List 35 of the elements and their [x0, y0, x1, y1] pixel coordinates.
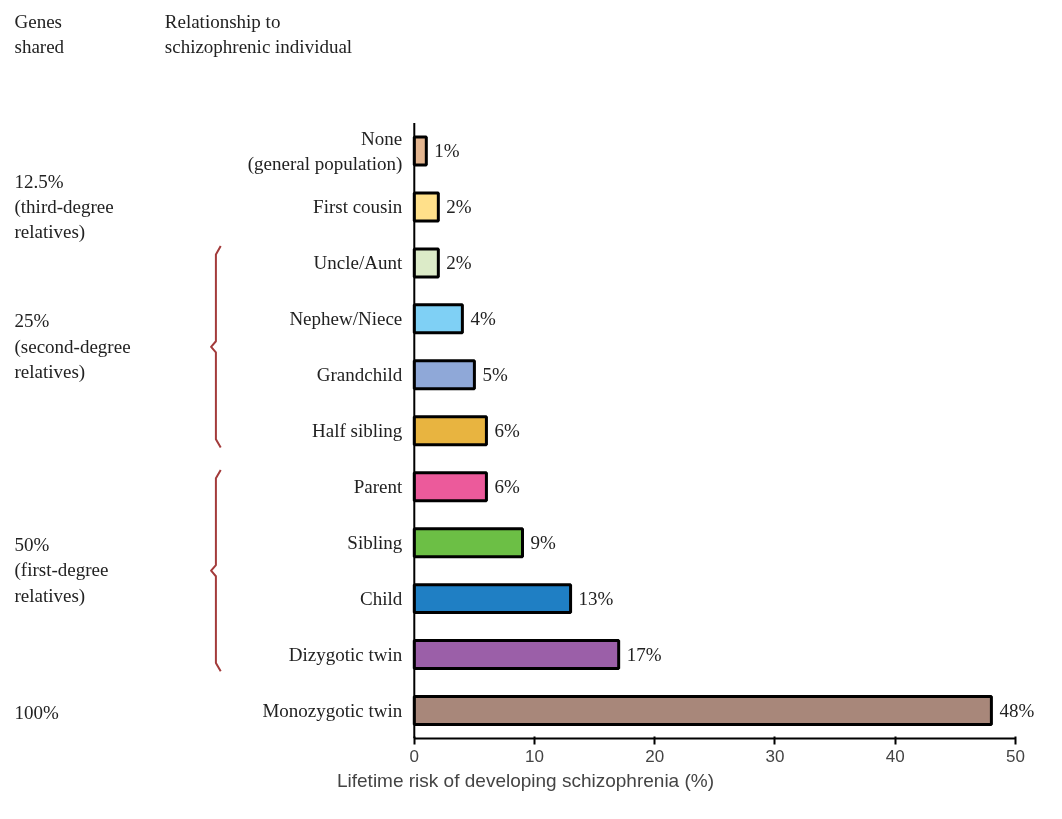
- text: 12.5% (third-degree relatives): [14, 170, 114, 243]
- x-tick-label: 0: [409, 746, 420, 766]
- y-tick-label: Dizygotic twin: [288, 644, 403, 666]
- x-tick-label: 10: [525, 746, 544, 766]
- y-tick-label: Child: [360, 588, 403, 610]
- x-axis-title: Lifetime risk of developing schizophrenia (%): [336, 769, 715, 791]
- y-tick-label: Sibling: [347, 532, 403, 554]
- data-label: 9%: [530, 532, 556, 554]
- data-label: 17%: [626, 644, 662, 666]
- text: 50% (first-degree relatives): [14, 534, 109, 607]
- x-tick-label: 40: [885, 746, 905, 766]
- y-tick-label: First cousin: [313, 196, 403, 218]
- y-tick-label: None (general population): [247, 127, 403, 176]
- text: Genes shared: [14, 11, 65, 58]
- y-tick-label: Uncle/Aunt: [313, 252, 403, 274]
- text: 25% (second-degree relatives): [14, 310, 131, 383]
- text: Relationship to schizophrenic individual: [164, 11, 353, 58]
- text: 100%: [14, 702, 60, 724]
- data-label: 2%: [446, 196, 472, 218]
- y-tick-label: Monozygotic twin: [262, 700, 403, 722]
- x-tick-label: 20: [645, 746, 665, 766]
- data-label: 4%: [470, 308, 496, 330]
- data-label: 6%: [494, 476, 520, 498]
- x-tick-label: 50: [1005, 746, 1025, 766]
- data-label: 1%: [434, 140, 460, 162]
- y-tick-label: Half sibling: [312, 420, 403, 442]
- data-label: 13%: [578, 588, 614, 610]
- y-tick-label: Nephew/Niece: [289, 308, 403, 330]
- data-label: 5%: [482, 364, 508, 386]
- data-label: 2%: [446, 252, 472, 274]
- data-label: 48%: [999, 700, 1035, 722]
- data-label: 6%: [494, 420, 520, 442]
- y-tick-label: Parent: [353, 476, 403, 498]
- x-tick-label: 30: [765, 746, 785, 766]
- y-tick-label: Grandchild: [316, 364, 403, 386]
